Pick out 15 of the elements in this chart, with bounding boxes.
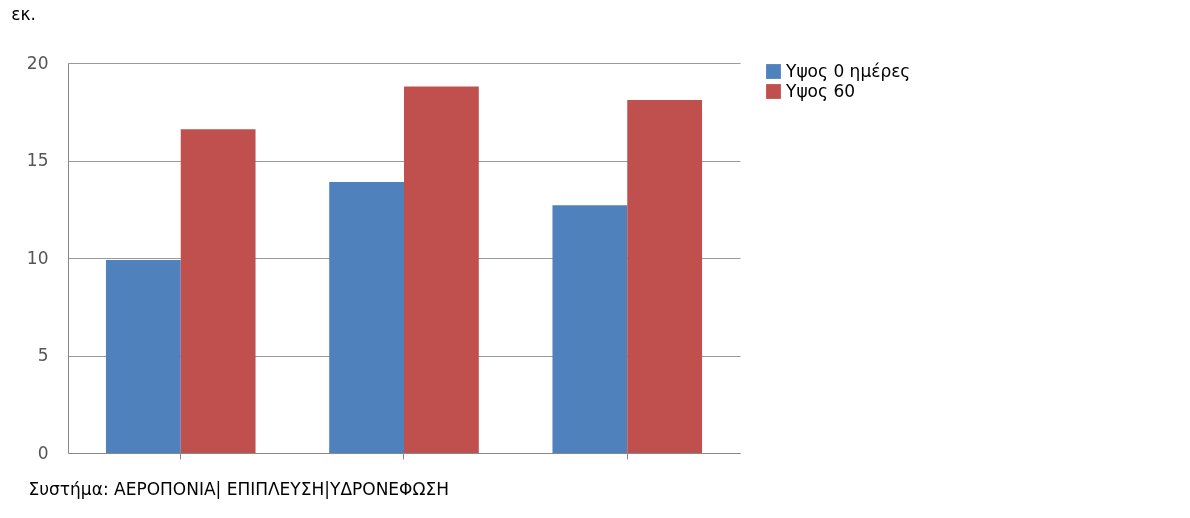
y-tick-label: 20 <box>26 52 49 73</box>
bar <box>329 181 404 453</box>
x-axis-title: Συστήμα: ΑΕΡΟΠΟΝΙΑ| ΕΠΙΠΛΕΥΣΗ|ΥΔΡΟΝΕΦΩΣΗ <box>28 478 450 499</box>
bar <box>105 259 181 453</box>
y-tick-label: 10 <box>26 247 49 268</box>
y-axis-title: εκ. <box>11 3 36 24</box>
legend-label: Υψος 0 ημέρες <box>785 60 911 81</box>
bar <box>552 205 628 453</box>
legend-label: Υψος 60 <box>785 80 856 101</box>
bar <box>404 86 479 453</box>
y-tick-label: 5 <box>37 345 49 365</box>
bar <box>627 100 703 453</box>
y-tick-label: 15 <box>26 150 49 170</box>
y-tick-label: 0 <box>37 442 49 463</box>
bar <box>180 129 256 453</box>
